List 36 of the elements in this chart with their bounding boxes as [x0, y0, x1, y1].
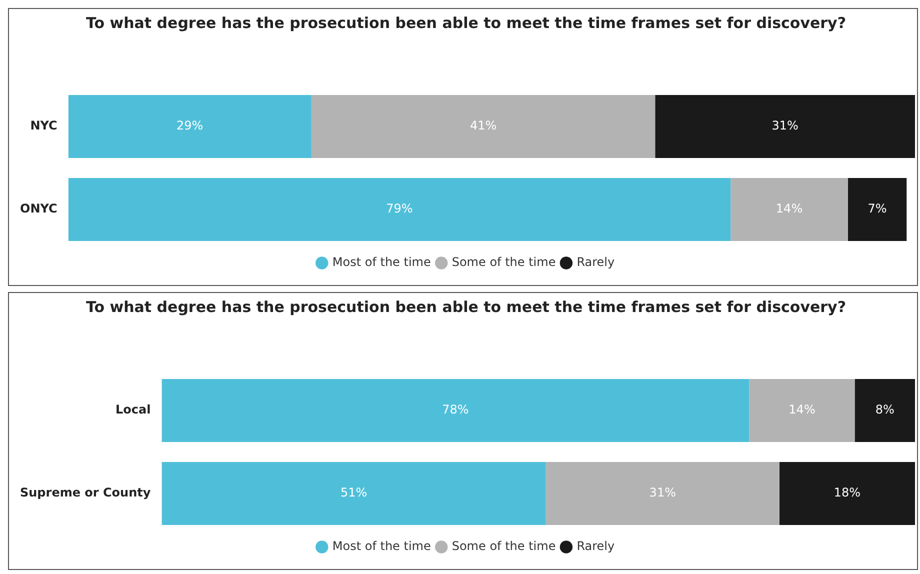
bar: [162, 378, 750, 442]
legend-label: Rarely: [576, 255, 615, 270]
data-label: 14%: [788, 402, 816, 417]
data-label: 8%: [875, 402, 894, 417]
legend-label: Rarely: [576, 539, 615, 554]
y-tick-label: NYC: [30, 118, 58, 133]
legend-label: Some of the time: [452, 255, 556, 270]
data-label: 31%: [772, 118, 798, 133]
y-tick-label: Supreme or County: [20, 486, 151, 500]
data-label: 29%: [176, 118, 204, 133]
chart-title: To what degree has the prosecution been able to meet the time frames set for discovery?: [86, 14, 846, 32]
bar: [854, 378, 915, 442]
chart-title: To what degree has the prosecution been able to meet the time frames set for discovery?: [86, 298, 846, 316]
data-label: 14%: [776, 202, 803, 216]
data-label: 78%: [442, 402, 469, 417]
legend-label: Most of the time: [332, 255, 431, 270]
bar: [68, 94, 312, 158]
data-label: 41%: [470, 118, 497, 133]
data-label: 7%: [868, 202, 887, 216]
data-label: 18%: [834, 486, 861, 500]
data-label: 79%: [386, 202, 413, 216]
bar: [779, 462, 915, 526]
bar: [749, 378, 855, 442]
bar: [162, 462, 546, 526]
bar: [546, 462, 780, 526]
bar: [730, 178, 848, 242]
bar: [311, 94, 656, 158]
y-tick-label: ONYC: [20, 202, 58, 216]
bar: [848, 178, 907, 242]
legend-label: Some of the time: [452, 539, 556, 554]
bar: [655, 94, 915, 158]
legend-label: Most of the time: [332, 539, 431, 554]
data-label: 51%: [340, 486, 368, 500]
bar: [68, 178, 731, 242]
data-label: 31%: [649, 486, 676, 500]
y-tick-label: Local: [115, 402, 151, 417]
